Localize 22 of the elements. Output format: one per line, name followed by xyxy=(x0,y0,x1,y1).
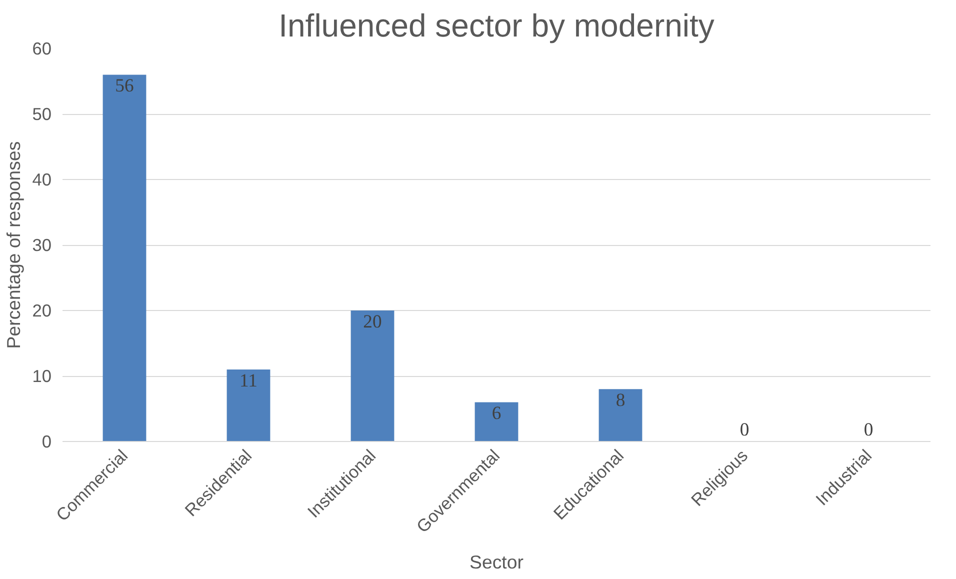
y-tick-label: 60 xyxy=(32,38,52,58)
bar xyxy=(102,74,146,442)
data-label: 0 xyxy=(740,420,750,440)
y-tick-label: 50 xyxy=(32,104,52,124)
data-label: 8 xyxy=(616,390,626,412)
data-label: 20 xyxy=(363,312,382,332)
y-tick-label: 20 xyxy=(32,300,52,320)
data-label: 56 xyxy=(115,76,134,97)
data-label: 11 xyxy=(240,370,258,392)
data-label: 6 xyxy=(492,403,502,424)
y-axis-title: Percentage of responses xyxy=(3,141,24,349)
x-axis-title: Sector xyxy=(470,552,524,573)
bar xyxy=(350,310,394,442)
y-tick-label: 10 xyxy=(32,366,52,386)
bar xyxy=(474,402,518,442)
y-tick-label: 30 xyxy=(32,235,52,255)
chart-title: Influenced sector by modernity xyxy=(278,8,714,44)
bar xyxy=(226,369,270,442)
y-tick-label: 40 xyxy=(32,170,52,190)
bar xyxy=(598,389,642,442)
y-tick-label: 0 xyxy=(42,432,52,452)
data-label: 0 xyxy=(864,420,874,440)
